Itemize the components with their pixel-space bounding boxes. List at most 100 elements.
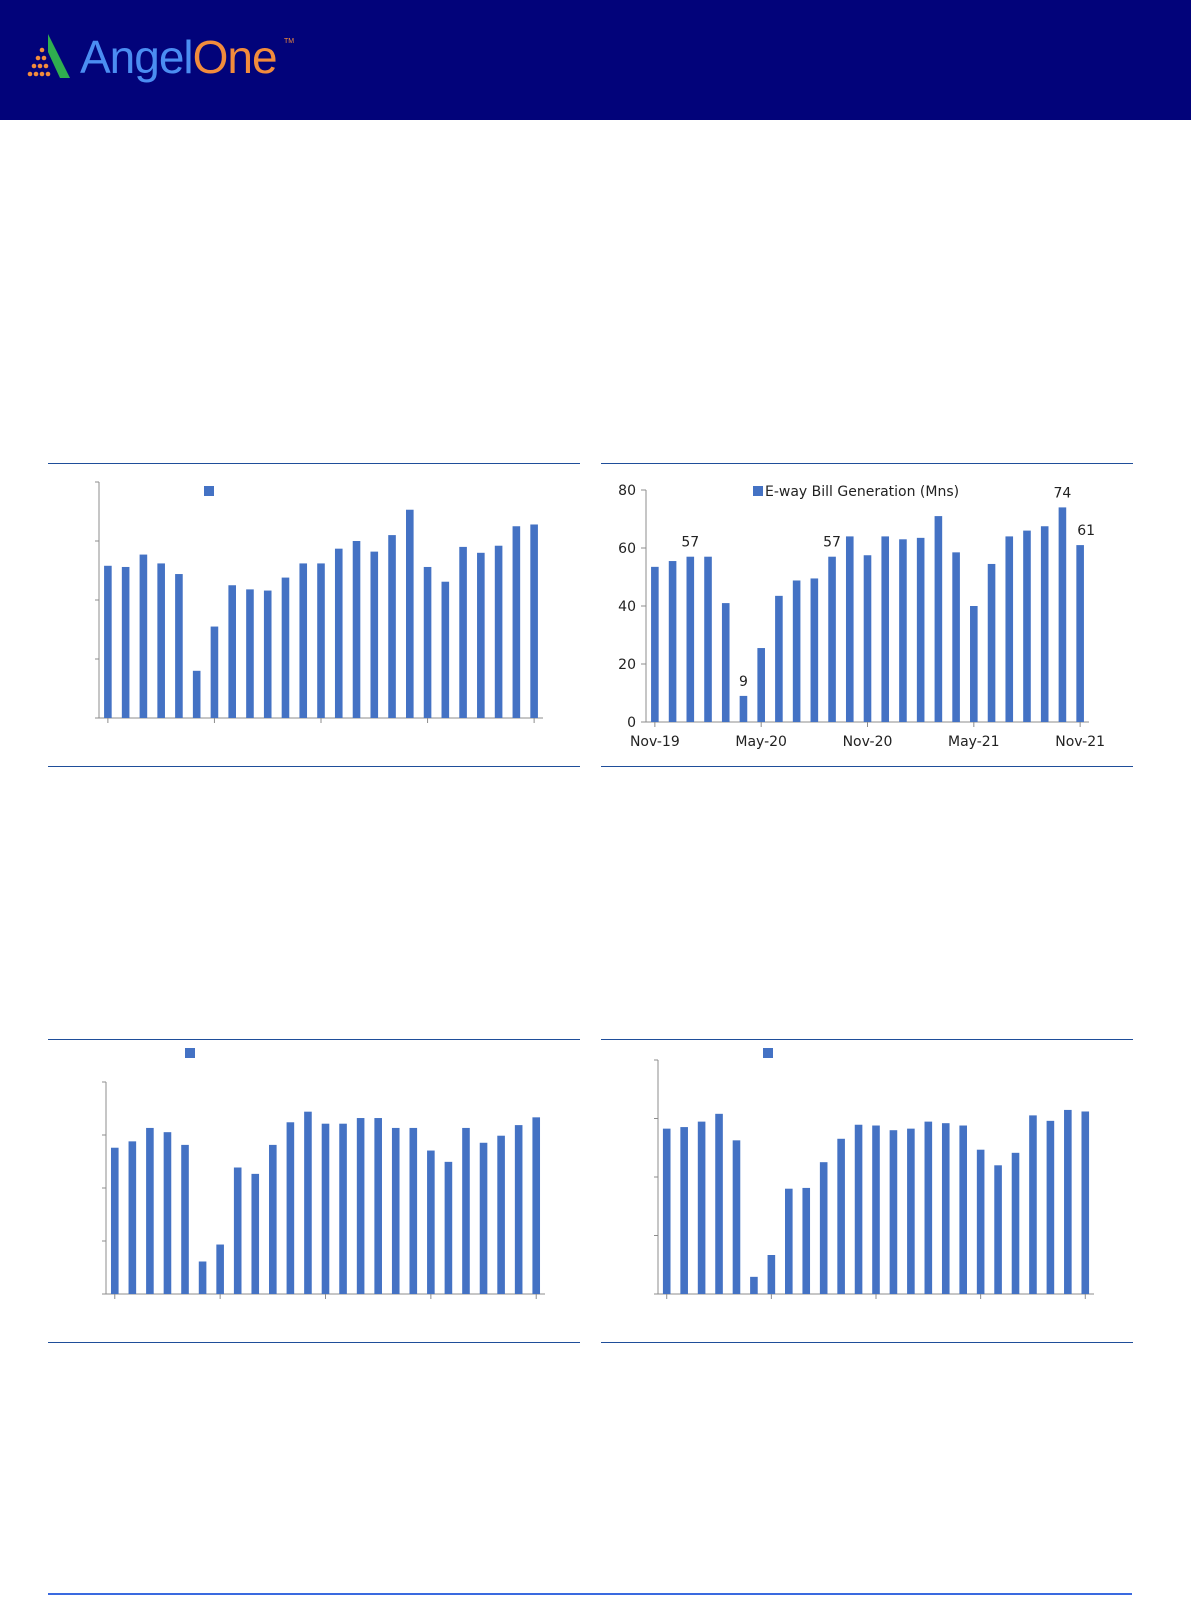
bar bbox=[228, 585, 236, 718]
bar bbox=[423, 566, 432, 718]
chart-top-right-eway-bill: 0 20 40 60 80 Nov-19 May-20 Nov-20 May-21 Nov-21 5… bbox=[601, 464, 1133, 766]
brand-name-one: One bbox=[192, 31, 278, 83]
bar bbox=[406, 509, 414, 718]
page-header: AngelOne TM bbox=[0, 0, 1191, 120]
bar bbox=[1058, 507, 1067, 722]
bar bbox=[976, 1149, 985, 1294]
bar bbox=[477, 552, 485, 718]
bar bbox=[810, 578, 819, 722]
bar bbox=[409, 1127, 418, 1294]
bar bbox=[686, 556, 695, 722]
chart-top-right-svg: 0 20 40 60 80 Nov-19 May-20 Nov-20 May-21 Nov-21 5… bbox=[618, 483, 1105, 750]
brand-wordmark: AngelOne bbox=[80, 30, 278, 84]
bar bbox=[924, 1121, 933, 1294]
bar bbox=[304, 1111, 312, 1294]
bar bbox=[374, 1118, 382, 1294]
chart-rule-bottom-left-upper bbox=[48, 1039, 580, 1040]
bar bbox=[281, 577, 290, 718]
bar bbox=[837, 1138, 845, 1294]
bar bbox=[514, 1125, 523, 1294]
bar bbox=[334, 548, 343, 718]
legend-swatch bbox=[753, 486, 763, 496]
y-tick-label: 20 bbox=[618, 657, 636, 673]
bar bbox=[1076, 545, 1084, 722]
bar bbox=[916, 537, 925, 722]
chart-bottom-right bbox=[601, 1040, 1133, 1342]
chart-top-left-svg bbox=[95, 481, 543, 723]
bar bbox=[715, 1113, 723, 1294]
trademark-mark: TM bbox=[284, 38, 295, 45]
bar bbox=[739, 695, 748, 722]
bar bbox=[987, 563, 996, 722]
legend-swatch bbox=[204, 486, 214, 496]
bar bbox=[872, 1125, 880, 1294]
y-tick-label: 80 bbox=[618, 483, 636, 499]
bar bbox=[732, 1140, 741, 1294]
bar bbox=[388, 535, 396, 718]
bar bbox=[721, 603, 730, 722]
bar bbox=[444, 1161, 453, 1294]
bar bbox=[352, 541, 361, 718]
chart-bottom-right-svg bbox=[654, 1048, 1094, 1299]
bar bbox=[192, 670, 201, 718]
bar bbox=[104, 565, 112, 718]
bar bbox=[750, 1276, 758, 1294]
bar bbox=[157, 563, 165, 718]
bar bbox=[479, 1142, 488, 1294]
chart-bottom-left-svg bbox=[102, 1048, 545, 1299]
bar bbox=[889, 1130, 898, 1294]
y-tick-label: 60 bbox=[618, 541, 636, 557]
bar bbox=[1064, 1109, 1072, 1294]
bar bbox=[121, 566, 130, 718]
chart-rule-bottom-right-upper bbox=[601, 1039, 1133, 1040]
bar bbox=[175, 574, 183, 718]
bar bbox=[139, 554, 148, 718]
bar bbox=[269, 1144, 277, 1294]
bar bbox=[321, 1123, 330, 1294]
bar bbox=[941, 1123, 950, 1294]
page-footer-rule bbox=[48, 1593, 1132, 1595]
bar bbox=[286, 1122, 295, 1294]
bar bbox=[757, 648, 765, 722]
bar bbox=[391, 1127, 400, 1294]
bar bbox=[767, 1255, 776, 1294]
chart-rule-top-left-lower bbox=[48, 766, 580, 767]
bar bbox=[881, 536, 890, 722]
bar bbox=[775, 595, 783, 722]
bar bbox=[163, 1132, 172, 1294]
data-label: 74 bbox=[1054, 485, 1072, 501]
bar bbox=[198, 1261, 207, 1294]
bar bbox=[181, 1144, 189, 1294]
bar bbox=[512, 526, 521, 718]
bar bbox=[1023, 530, 1031, 722]
bar bbox=[959, 1125, 967, 1294]
bar bbox=[1081, 1111, 1090, 1294]
chart-rule-bottom-left-lower bbox=[48, 1342, 580, 1343]
bar bbox=[994, 1165, 1002, 1294]
chart-rule-bottom-right-lower bbox=[601, 1342, 1133, 1343]
bar bbox=[356, 1118, 365, 1294]
bar bbox=[128, 1141, 137, 1294]
bar bbox=[370, 551, 379, 718]
bar bbox=[697, 1121, 706, 1294]
bar bbox=[1040, 526, 1049, 722]
y-tick-label: 0 bbox=[627, 715, 636, 731]
bar bbox=[680, 1127, 688, 1294]
bar bbox=[441, 581, 450, 718]
bar bbox=[210, 626, 219, 718]
bar bbox=[462, 1127, 470, 1294]
bar bbox=[427, 1150, 435, 1294]
bar bbox=[459, 546, 467, 718]
bar bbox=[785, 1188, 793, 1294]
bar bbox=[828, 556, 836, 722]
chart-top-left bbox=[48, 464, 580, 766]
bar bbox=[651, 566, 659, 722]
bar bbox=[952, 552, 960, 722]
bar bbox=[863, 555, 872, 722]
bar bbox=[263, 590, 272, 718]
angelone-pyramid-icon bbox=[27, 34, 70, 78]
bar bbox=[1046, 1120, 1055, 1294]
bar bbox=[1011, 1152, 1020, 1294]
bar bbox=[934, 516, 943, 722]
x-tick-label: May-20 bbox=[735, 734, 787, 750]
